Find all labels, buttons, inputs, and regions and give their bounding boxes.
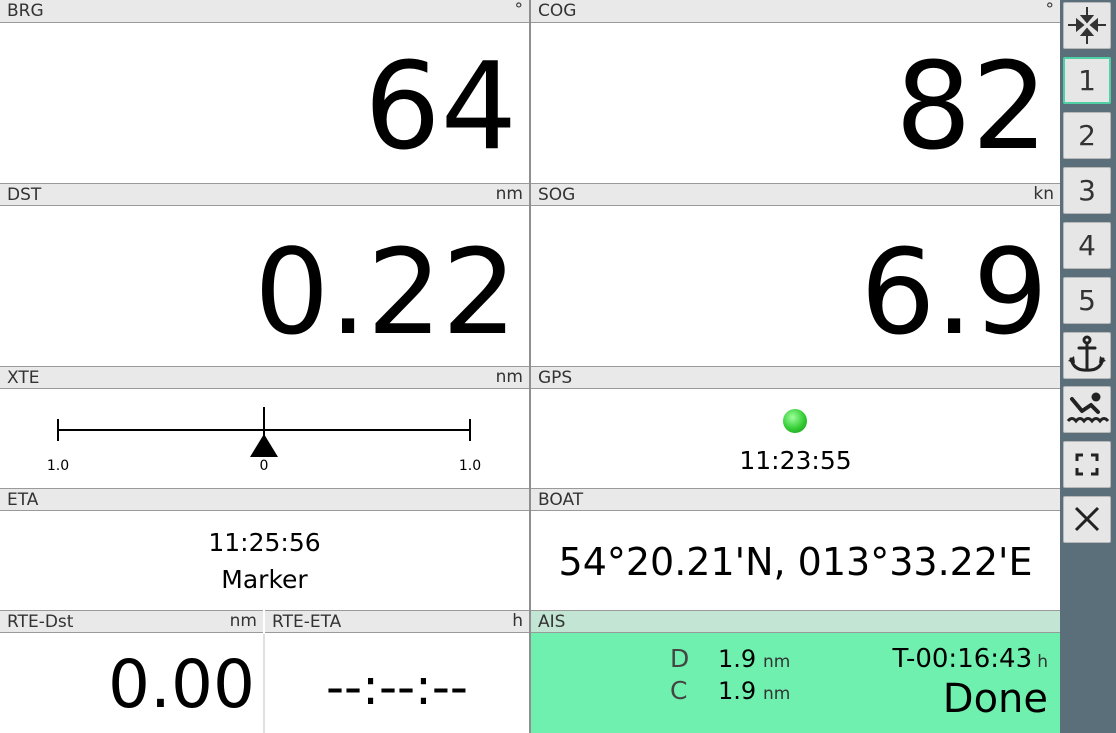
gps-time: 11:23:55 xyxy=(739,446,852,475)
dst-header: DST nm xyxy=(0,183,529,206)
page-sidebar: 1 2 3 4 5 xyxy=(1060,0,1116,733)
rte-dst-unit: nm xyxy=(229,611,257,631)
gps-status-indicator xyxy=(783,409,807,433)
ais-tcpa-value: T-00:16:43 xyxy=(892,644,1033,674)
rte-eta-unit: h xyxy=(512,611,523,631)
compress-button[interactable] xyxy=(1063,2,1111,49)
boat-panel[interactable]: BOAT 54°20.21'N, 013°33.22'E xyxy=(531,488,1060,610)
xte-header: XTE nm xyxy=(0,366,529,389)
sog-value: 6.9 xyxy=(860,223,1048,361)
page-button-3[interactable]: 3 xyxy=(1063,167,1111,214)
eta-time: 11:25:56 xyxy=(208,528,321,557)
fullscreen-icon xyxy=(1075,453,1099,476)
rte-divider xyxy=(263,634,265,733)
xte-panel[interactable]: XTE nm 1.0 0 1.0 xyxy=(0,366,529,488)
rte-eta-header: RTE-ETA h xyxy=(265,610,529,633)
page-button-1[interactable]: 1 xyxy=(1063,57,1111,104)
boat-header: BOAT xyxy=(531,488,1060,511)
close-button[interactable] xyxy=(1063,496,1111,543)
gps-label: GPS xyxy=(538,368,573,388)
ais-panel[interactable]: AIS D 1.9 nm C 1.9 nm T-00:16:43 h Done xyxy=(531,610,1060,733)
cog-panel[interactable]: COG ° 82 xyxy=(531,0,1060,183)
xte-unit: nm xyxy=(495,367,523,387)
ais-distance-unit: nm xyxy=(763,652,791,672)
ais-label: AIS xyxy=(538,612,566,632)
sog-unit: kn xyxy=(1033,184,1054,204)
man-overboard-icon xyxy=(1066,392,1110,424)
anchor-button[interactable] xyxy=(1063,332,1111,379)
xte-center-label: 0 xyxy=(260,458,269,474)
rte-eta-panel[interactable]: RTE-ETA h --:--:-- xyxy=(265,610,529,733)
brg-panel[interactable]: BRG ° 64 xyxy=(0,0,529,183)
sog-panel[interactable]: SOG kn 6.9 xyxy=(531,183,1060,366)
close-icon xyxy=(1074,506,1100,532)
sog-header: SOG kn xyxy=(531,183,1060,206)
cog-unit: ° xyxy=(1045,0,1055,20)
cog-label: COG xyxy=(538,1,577,21)
eta-target: Marker xyxy=(221,565,308,594)
ais-distance-label: D xyxy=(670,644,690,673)
page-button-2[interactable]: 2 xyxy=(1063,112,1111,159)
ais-cpa-unit: nm xyxy=(763,684,791,704)
boat-label: BOAT xyxy=(538,490,584,510)
ais-cpa-value: 1.9 xyxy=(718,677,757,705)
brg-unit: ° xyxy=(514,0,524,20)
ais-status: Done xyxy=(942,676,1048,722)
page-button-5[interactable]: 5 xyxy=(1063,277,1111,324)
xte-right-label: 1.0 xyxy=(459,458,481,474)
man-overboard-button[interactable] xyxy=(1063,386,1111,433)
rte-eta-label: RTE-ETA xyxy=(272,612,342,632)
ais-header: AIS xyxy=(531,610,1060,633)
dst-panel[interactable]: DST nm 0.22 xyxy=(0,183,529,366)
brg-value: 64 xyxy=(364,38,517,177)
brg-label: BRG xyxy=(7,1,44,21)
dst-label: DST xyxy=(7,185,42,205)
xte-left-label: 1.0 xyxy=(47,458,69,474)
rte-dst-label: RTE-Dst xyxy=(7,612,74,632)
compress-arrows-icon xyxy=(1068,7,1106,44)
eta-header: ETA xyxy=(0,488,529,511)
cog-value: 82 xyxy=(895,38,1048,177)
boat-position: 54°20.21'N, 013°33.22'E xyxy=(558,540,1033,584)
rte-dst-value: 0.00 xyxy=(108,646,255,723)
ais-cpa-label: C xyxy=(670,676,688,705)
rte-dst-panel[interactable]: RTE-Dst nm 0.00 xyxy=(0,610,263,733)
column-divider xyxy=(529,0,531,733)
rte-eta-value: --:--:-- xyxy=(326,658,468,716)
sog-label: SOG xyxy=(538,185,576,205)
anchor-icon xyxy=(1068,335,1106,372)
ais-distance-value: 1.9 xyxy=(718,645,757,673)
xte-label: XTE xyxy=(7,368,40,388)
eta-label: ETA xyxy=(7,490,39,510)
gps-header: GPS xyxy=(531,366,1060,389)
xte-gauge: 1.0 0 1.0 xyxy=(47,407,481,474)
cog-header: COG ° xyxy=(531,0,1060,23)
gps-panel[interactable]: GPS 11:23:55 xyxy=(531,366,1060,488)
dst-unit: nm xyxy=(495,184,523,204)
page-button-4[interactable]: 4 xyxy=(1063,222,1111,269)
ais-tcpa-unit: h xyxy=(1037,652,1048,672)
eta-panel[interactable]: ETA 11:25:56 Marker xyxy=(0,488,529,610)
dst-value: 0.22 xyxy=(254,223,517,361)
ais-tcpa: T-00:16:43 h xyxy=(892,644,1048,674)
rte-dst-header: RTE-Dst nm xyxy=(0,610,263,633)
fullscreen-button[interactable] xyxy=(1063,441,1111,488)
brg-header: BRG ° xyxy=(0,0,529,23)
xte-boat-marker xyxy=(250,434,278,457)
